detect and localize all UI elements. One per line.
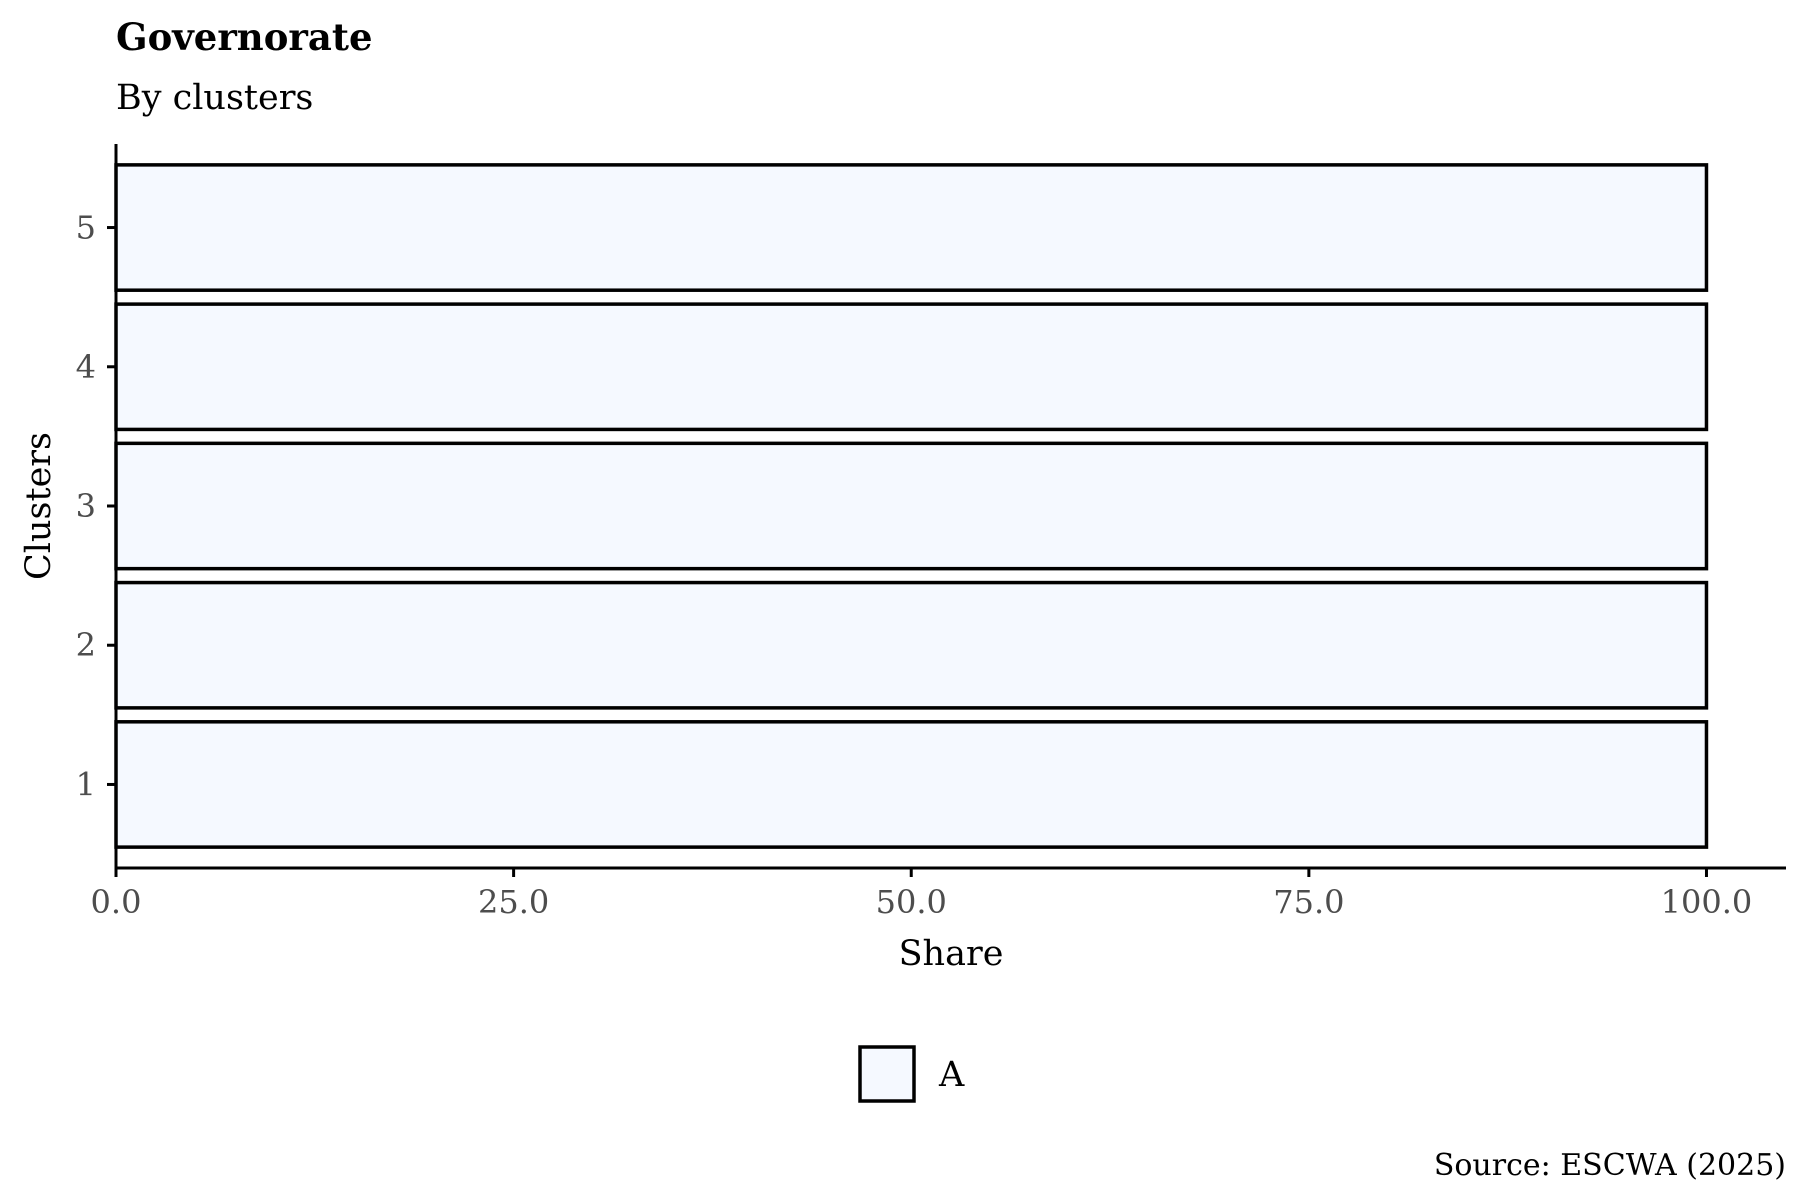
legend-label-A: A — [938, 1055, 965, 1095]
y-ticks: 1 2 3 4 5 — [76, 209, 116, 803]
y-tick-label-2: 2 — [76, 626, 96, 664]
bar-cluster-5-series-A — [114, 163, 1709, 292]
legend-key-A — [858, 1045, 916, 1103]
x-ticks: 0.0 25.0 50.0 75.0 100.0 — [91, 868, 1753, 921]
x-tick-label-50.0: 50.0 — [876, 883, 947, 921]
x-tick-label-100.0: 100.0 — [1661, 883, 1753, 921]
caption: Source: ESCWA (2025) — [1434, 1148, 1786, 1183]
x-tick-label-25.0: 25.0 — [478, 883, 549, 921]
bar-cluster-2-series-A — [114, 580, 1709, 710]
x-tick-label-0.0: 0.0 — [91, 883, 142, 921]
x-axis-title: Share — [899, 934, 1004, 974]
bars-layer — [114, 163, 1709, 849]
bar-cluster-3-series-A — [114, 441, 1709, 571]
bar-cluster-4-series-A — [114, 302, 1709, 432]
y-tick-label-5: 5 — [76, 209, 96, 247]
x-tick-label-75.0: 75.0 — [1273, 883, 1344, 921]
chart-title: Governorate — [116, 15, 373, 59]
bar-cluster-1-series-A — [114, 720, 1709, 849]
legend: A — [858, 1045, 965, 1103]
y-tick-label-1: 1 — [76, 765, 96, 803]
y-tick-label-4: 4 — [76, 348, 96, 386]
y-axis-title: Clusters — [19, 432, 59, 580]
chart-subtitle: By clusters — [116, 78, 313, 118]
y-tick-label-3: 3 — [76, 487, 96, 525]
